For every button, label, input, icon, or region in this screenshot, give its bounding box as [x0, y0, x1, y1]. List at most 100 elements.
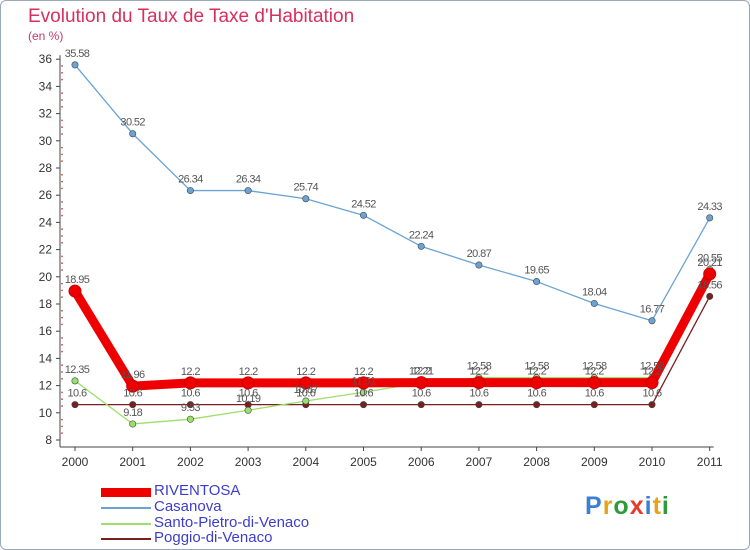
data-point — [703, 267, 717, 281]
y-tick-label: 24 — [39, 215, 53, 229]
logo-letter: x — [629, 492, 645, 520]
data-label: 10.6 — [123, 388, 142, 400]
logo-letter: r — [602, 492, 614, 520]
y-minor-tick — [61, 180, 63, 183]
y-minor-tick — [61, 126, 63, 129]
y-minor-tick — [61, 92, 63, 95]
data-label: 10.19 — [236, 393, 261, 405]
data-label: 12.2 — [469, 366, 488, 378]
data-point — [186, 401, 194, 409]
y-minor-tick — [61, 201, 63, 203]
y-minor-tick — [61, 350, 63, 353]
data-point — [126, 379, 140, 393]
x-tick-label: 2010 — [639, 455, 666, 469]
y-tick-label: 36 — [39, 52, 53, 66]
x-tick-label: 2000 — [62, 455, 89, 469]
data-label: 12.2 — [354, 366, 373, 378]
y-minor-tick — [61, 71, 63, 74]
data-label: 10.87 — [294, 384, 319, 396]
data-label: 16.77 — [640, 304, 665, 316]
data-label: 12.2 — [642, 366, 661, 378]
data-label: 10.6 — [527, 388, 546, 400]
y-minor-tick — [61, 241, 63, 244]
y-tick-label: 12 — [39, 379, 53, 393]
data-point — [590, 401, 598, 409]
y-minor-tick — [61, 323, 63, 326]
data-label: 10.6 — [239, 388, 258, 400]
data-label: 10.6 — [585, 388, 604, 400]
y-tick-label: 14 — [39, 351, 53, 365]
data-label: 12.2 — [181, 366, 200, 378]
y-tick-label: 28 — [39, 161, 53, 175]
data-point — [472, 376, 486, 390]
data-label: 18.04 — [582, 286, 607, 298]
data-label: 9.53 — [181, 402, 200, 414]
data-point — [417, 242, 425, 250]
x-tick-label: 2003 — [235, 455, 262, 469]
data-point — [302, 397, 310, 405]
logo-letter: o — [613, 492, 630, 520]
data-label: 12.58 — [582, 361, 607, 373]
data-label: 12.58 — [467, 361, 492, 373]
y-tick-label: 32 — [39, 107, 53, 121]
x-tick-label: 2006 — [408, 455, 435, 469]
data-point — [302, 195, 310, 203]
data-point — [68, 284, 82, 298]
data-label: 11.51 — [352, 375, 376, 387]
data-point — [475, 401, 483, 409]
y-minor-tick — [61, 418, 63, 421]
data-point — [648, 401, 656, 409]
data-label: 12.2 — [296, 366, 315, 378]
data-label: 10.6 — [642, 388, 661, 400]
data-label: 10.6 — [469, 388, 488, 400]
data-label: 22.24 — [409, 229, 434, 241]
legend-label: Casanova — [154, 498, 222, 515]
data-point — [129, 401, 137, 409]
y-minor-tick — [61, 78, 63, 81]
y-minor-tick — [61, 105, 63, 108]
y-minor-tick — [61, 289, 63, 292]
data-point — [299, 376, 313, 390]
data-label: 12.2 — [585, 366, 604, 378]
y-minor-tick — [61, 343, 63, 346]
data-point — [475, 261, 483, 269]
y-minor-tick — [61, 269, 63, 271]
y-minor-tick — [61, 425, 63, 428]
data-label: 24.33 — [697, 201, 722, 213]
y-tick-label: 30 — [39, 134, 53, 148]
y-minor-tick — [61, 235, 63, 237]
legend-swatch — [101, 538, 151, 540]
data-point — [186, 415, 194, 423]
y-minor-tick — [61, 146, 63, 149]
proxiti-logo: Proxiti — [585, 492, 670, 521]
y-minor-tick — [61, 255, 63, 258]
x-tick-label: 2002 — [177, 455, 204, 469]
data-label: 30.52 — [120, 117, 145, 129]
x-tick-label: 2001 — [119, 455, 146, 469]
data-point — [71, 377, 79, 385]
data-label: 19.65 — [524, 265, 549, 277]
data-point — [417, 401, 425, 409]
y-tick-label: 20 — [39, 270, 53, 284]
legend-swatch — [101, 507, 151, 509]
data-point — [530, 376, 544, 390]
logo-letter: t — [652, 492, 662, 520]
y-minor-tick — [61, 153, 63, 156]
y-minor-tick — [61, 65, 63, 67]
logo-letter: i — [644, 492, 653, 520]
data-label: 12.58 — [524, 361, 549, 373]
data-point — [244, 406, 252, 414]
y-minor-tick — [61, 391, 63, 394]
legend-label: Santo-Pietro-di-Venaco — [154, 514, 310, 531]
data-point — [129, 130, 137, 138]
series-line-Santo-Pietro-di-Venaco — [74, 268, 711, 425]
y-tick-label: 22 — [39, 243, 53, 257]
data-label: 26.34 — [236, 174, 261, 186]
x-tick-label: 2007 — [466, 455, 493, 469]
y-minor-tick — [61, 337, 63, 339]
data-label: 12.35 — [65, 364, 90, 376]
data-label: 10.6 — [354, 388, 373, 400]
y-minor-tick — [61, 432, 63, 435]
y-minor-tick — [61, 187, 63, 190]
